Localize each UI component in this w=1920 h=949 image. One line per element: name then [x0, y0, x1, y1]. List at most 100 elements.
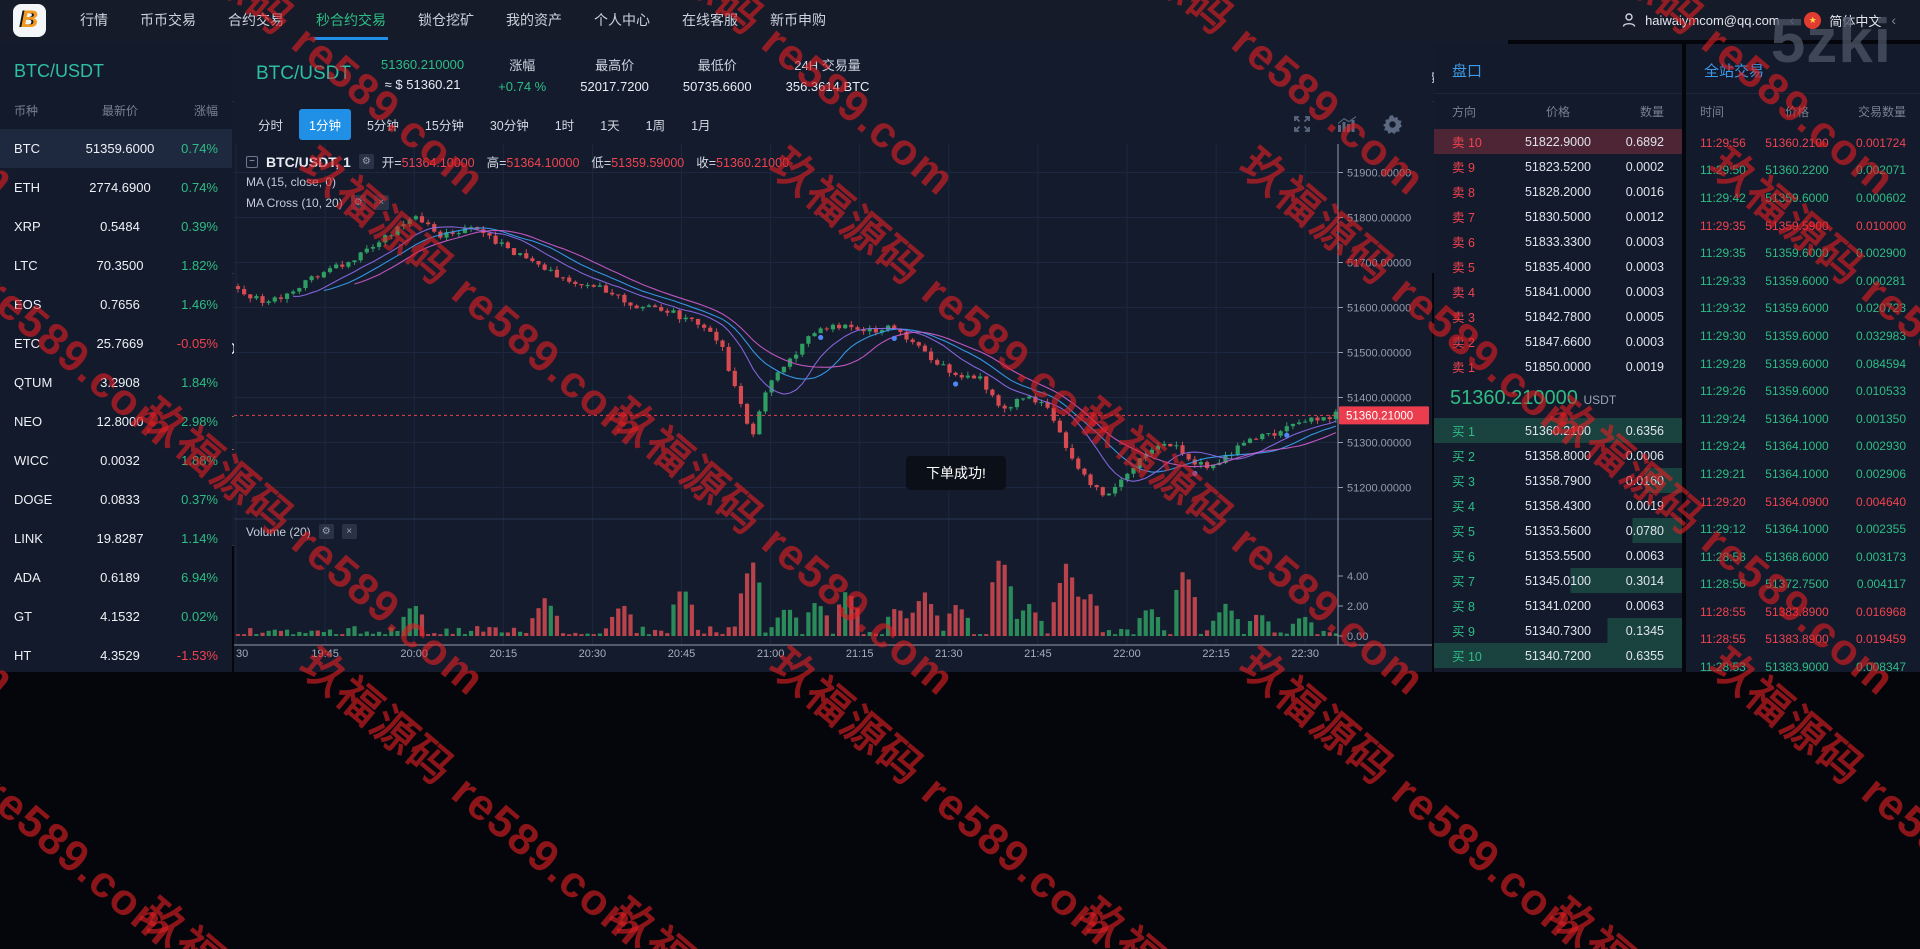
- settings-gear-icon[interactable]: [1383, 114, 1402, 134]
- ticker-row[interactable]: ETC 25.7669 -0.05%: [0, 324, 232, 363]
- orderbook-direction: 买 9: [1452, 625, 1475, 639]
- fullscreen-icon[interactable]: [1293, 115, 1311, 133]
- timeframe-1月[interactable]: 1月: [691, 118, 711, 133]
- orderbook-ask-row[interactable]: 卖 8 51828.2000 0.0016: [1434, 179, 1682, 204]
- ticker-row[interactable]: QTUM 3.2908 1.84%: [0, 363, 232, 402]
- timeframe-30分钟[interactable]: 30分钟: [489, 118, 529, 133]
- ma-cross-gear-icon[interactable]: ⚙: [350, 195, 366, 210]
- language-selector[interactable]: 简体中文: [1829, 13, 1882, 29]
- orderbook-amount: 0.0003: [1625, 234, 1664, 249]
- ticker-row[interactable]: HT 4.3529 -1.53%: [0, 636, 232, 672]
- ticker-row[interactable]: WICC 0.0032 1.88%: [0, 441, 232, 480]
- trade-row: 11:29:28 51359.6000 0.084594: [1686, 350, 1920, 378]
- ticker-symbol: WICC: [14, 453, 49, 468]
- orderbook-bid-row[interactable]: 买 2 51358.8000 0.0006: [1434, 443, 1682, 468]
- watermark-text: 玖福源码 re589.com: [760, 639, 1125, 949]
- trade-price: 51364.1000: [1765, 466, 1829, 481]
- nav-item-个人中心[interactable]: 个人中心: [594, 12, 650, 28]
- col-symbol: 币种: [14, 104, 39, 118]
- orderbook-ask-row[interactable]: 卖 1 51850.0000 0.0019: [1434, 354, 1682, 379]
- ticker-row[interactable]: XRP 0.5484 0.39%: [0, 207, 232, 246]
- nav-item-我的资产[interactable]: 我的资产: [506, 12, 562, 28]
- orderbook-direction: 卖 5: [1452, 261, 1475, 275]
- orderbook-price: 51841.0000: [1524, 284, 1592, 299]
- nav-item-行情[interactable]: 行情: [80, 12, 108, 28]
- ma-cross-close-icon[interactable]: ×: [373, 195, 389, 210]
- col-direction: 方向: [1452, 105, 1477, 119]
- orderbook-price: 51830.5000: [1524, 209, 1592, 224]
- orderbook-direction: 买 4: [1452, 500, 1475, 514]
- ticker-change: -0.05%: [176, 336, 218, 351]
- timeframe-1周[interactable]: 1周: [645, 118, 666, 133]
- ticker-change: -1.53%: [176, 648, 218, 663]
- market-list-header: 币种 最新价 涨幅: [0, 94, 232, 129]
- orderbook-bid-row[interactable]: 买 4 51358.4300 0.0019: [1434, 493, 1682, 518]
- orderbook-ask-row[interactable]: 卖 5 51835.4000 0.0003: [1434, 254, 1682, 279]
- orderbook-bid-row[interactable]: 买 8 51341.0200 0.0063: [1434, 593, 1682, 618]
- ticker-row[interactable]: ADA 0.6189 6.94%: [0, 558, 232, 597]
- col-amount: 数量: [1639, 105, 1664, 119]
- orderbook-ask-row[interactable]: 卖 2 51847.6600 0.0003: [1434, 329, 1682, 354]
- svg-text:20:45: 20:45: [668, 648, 696, 660]
- ticker-row[interactable]: LTC 70.3500 1.82%: [0, 246, 232, 285]
- ticker-row[interactable]: ETH 2774.6900 0.74%: [0, 168, 232, 207]
- nav-item-秒合约交易[interactable]: 秒合约交易: [300, 0, 402, 40]
- ticker-row[interactable]: NEO 12.8000 2.98%: [0, 402, 232, 441]
- orderbook-bid-row[interactable]: 买 1 51360.2100 0.6356: [1434, 418, 1682, 443]
- ticker-row[interactable]: DOGE 0.0833 0.37%: [0, 480, 232, 519]
- indicator-icon[interactable]: [1337, 115, 1357, 133]
- timeframe-1天[interactable]: 1天: [600, 118, 620, 133]
- orderbook-ask-row[interactable]: 卖 6 51833.3300 0.0003: [1434, 229, 1682, 254]
- orderbook-ask-row[interactable]: 卖 9 51823.5200 0.0002: [1434, 154, 1682, 179]
- orderbook-ask-row[interactable]: 卖 3 51842.7800 0.0005: [1434, 304, 1682, 329]
- ma-legend: MA (15, close, 0): [246, 175, 336, 189]
- order-success-toast: 下单成功!: [906, 456, 1006, 490]
- collapse-icon[interactable]: −: [246, 155, 258, 168]
- nav-item-合约交易[interactable]: 合约交易: [228, 12, 284, 28]
- trade-row: 11:29:42 51359.6000 0.000602: [1686, 184, 1920, 212]
- ticker-row[interactable]: GT 4.1532 0.02%: [0, 597, 232, 636]
- orderbook-bid-row[interactable]: 买 7 51345.0100 0.3014: [1434, 568, 1682, 593]
- trade-amount: 0.003173: [1855, 549, 1906, 564]
- nav-item-新币申购[interactable]: 新币申购: [770, 12, 826, 28]
- orderbook-bid-row[interactable]: 买 3 51358.7900 0.0160: [1434, 468, 1682, 493]
- timeframe-1分钟[interactable]: 1分钟: [299, 108, 351, 140]
- trade-price: 51383.8900: [1765, 632, 1829, 647]
- orderbook-bid-row[interactable]: 买 5 51353.5600 0.0780: [1434, 518, 1682, 543]
- ticker-price: 0.6189: [100, 570, 140, 585]
- trade-row: 11:28:55 51383.8900 0.016968: [1686, 598, 1920, 626]
- candlestick-chart[interactable]: 51900.00000 51800.00000 51700.00000 51600.0…: [234, 144, 1432, 660]
- orderbook-bid-row[interactable]: 买 10 51340.7200 0.6355: [1434, 643, 1682, 668]
- volume-gear-icon[interactable]: ⚙: [318, 524, 334, 539]
- ticker-row[interactable]: LINK 19.8287 1.14%: [0, 519, 232, 558]
- orderbook-direction: 买 8: [1452, 600, 1475, 614]
- orderbook-ask-row[interactable]: 卖 10 51822.9000 0.6892: [1434, 129, 1682, 154]
- orderbook-ask-row[interactable]: 卖 4 51841.0000 0.0003: [1434, 279, 1682, 304]
- orderbook-amount: 0.0003: [1625, 259, 1664, 274]
- ticker-row[interactable]: BTC 51359.6000 0.74%: [0, 129, 232, 168]
- nav-item-币币交易[interactable]: 币币交易: [140, 12, 196, 28]
- trade-row: 11:28:56 51372.7500 0.004117: [1686, 571, 1920, 599]
- watermark-text: 玖福源码 re589.com: [1069, 880, 1443, 949]
- volume-close-icon[interactable]: ×: [341, 524, 357, 539]
- trade-amount: 0.010000: [1855, 218, 1906, 233]
- svg-text:2.00: 2.00: [1347, 601, 1368, 613]
- brand-logo[interactable]: B: [13, 3, 46, 37]
- orderbook-amount: 0.0063: [1625, 548, 1664, 563]
- orderbook-direction: 卖 7: [1452, 211, 1475, 225]
- nav-item-锁仓挖矿[interactable]: 锁仓挖矿: [418, 12, 474, 28]
- orderbook-bid-row[interactable]: 买 6 51353.5500 0.0063: [1434, 543, 1682, 568]
- legend-gear-icon[interactable]: ⚙: [358, 154, 374, 169]
- account-email[interactable]: haiwaiymcom@qq.com: [1645, 12, 1780, 28]
- orderbook-bid-row[interactable]: 买 9 51340.7300 0.1345: [1434, 618, 1682, 643]
- timeframe-分时[interactable]: 分时: [258, 118, 284, 133]
- watermark-text: 玖福源码 re589.com: [129, 880, 503, 949]
- timeframe-15分钟[interactable]: 15分钟: [424, 118, 464, 133]
- language-chevron-icon: ‹: [1891, 12, 1896, 28]
- orderbook-direction: 卖 4: [1452, 286, 1475, 300]
- nav-item-在线客服[interactable]: 在线客服: [682, 12, 738, 28]
- ticker-row[interactable]: EOS 0.7656 1.46%: [0, 285, 232, 324]
- timeframe-5分钟[interactable]: 5分钟: [366, 118, 399, 133]
- timeframe-1时[interactable]: 1时: [554, 118, 575, 133]
- orderbook-ask-row[interactable]: 卖 7 51830.5000 0.0012: [1434, 204, 1682, 229]
